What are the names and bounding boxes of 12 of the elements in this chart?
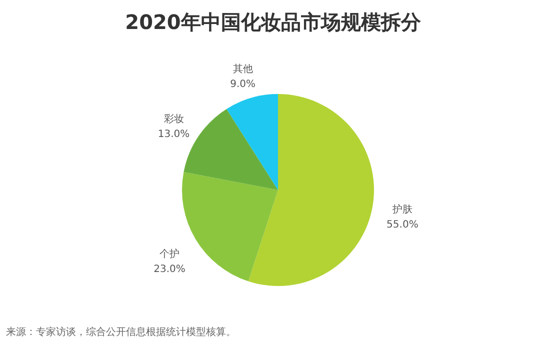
- slice-label: 个护: [160, 248, 180, 260]
- data-label: 9.0%: [230, 79, 256, 90]
- pie-slice: [248, 94, 374, 286]
- slice-label: 彩妆: [164, 113, 184, 126]
- chart-title: 2020年中国化妆品市场规模拆分: [125, 10, 422, 34]
- slice-label: 其他: [232, 63, 253, 76]
- data-label: 23.0%: [154, 264, 186, 276]
- slice-label: 护肤: [391, 204, 412, 216]
- source-note: 来源：专家访谈，综合公开信息根据统计模型核算。: [6, 326, 236, 338]
- data-label: 13.0%: [158, 129, 190, 140]
- data-label: 55.0%: [386, 220, 418, 231]
- pie-slice: [226, 94, 278, 190]
